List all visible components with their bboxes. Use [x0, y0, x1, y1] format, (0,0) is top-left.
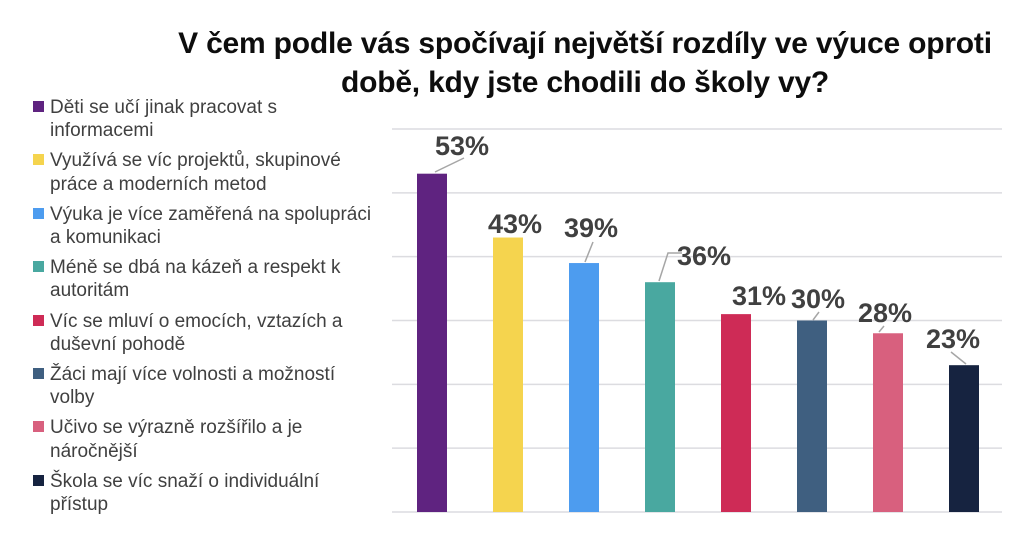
legend-item-0: Děti se učí jinak pracovat s informacemi: [33, 96, 378, 142]
legend-item-label: Žáci mají více volnosti a možností volby: [50, 364, 336, 409]
legend-item-label: Učivo se výrazně rozšířilo a je náročněj…: [50, 417, 303, 462]
bar-data-label-1: 43%: [488, 209, 542, 239]
bar-0: [417, 173, 447, 512]
legend-marker-icon: [33, 154, 44, 166]
bar-data-label-4: 31%: [732, 281, 786, 311]
bar-2: [569, 263, 599, 512]
bar-1: [493, 237, 523, 512]
legend-marker-icon: [33, 314, 44, 326]
legend-marker-icon: [33, 101, 44, 112]
bar-data-label-3: 36%: [677, 241, 731, 271]
chart-title-line-1: V čem podle vás spočívají největší rozdí…: [178, 27, 992, 60]
legend-item-label: Výuka je více zaměřená na spolupráci a k…: [50, 203, 372, 249]
leader-line-2: [584, 241, 594, 263]
leader-line-7: [950, 351, 967, 365]
legend-item-4: Víc se mluví o emocích, vztazích a dušev…: [33, 310, 378, 356]
chart-legend: Děti se učí jinak pracovat s informacemi…: [33, 96, 378, 523]
bar-chart: 53% 43% 39% 36%31% 30% 28% 23%: [392, 128, 1002, 513]
legend-item-label: Méně se dbá na kázeň a respekt k autorit…: [50, 257, 341, 302]
legend-item-label: Víc se mluví o emocích, vztazích a dušev…: [50, 310, 343, 355]
legend-marker-icon: [33, 421, 44, 433]
bar-data-label-7: 23%: [926, 324, 980, 354]
chart-title-line-2: době, kdy jste chodili do školy vy?: [340, 66, 830, 99]
leader-line-0: [434, 157, 465, 173]
legend-marker-icon: [33, 474, 44, 486]
bar-5: [797, 320, 827, 512]
legend-marker-icon: [33, 261, 44, 273]
chart-title: V čem podle vás spočívají největší rozdí…: [150, 24, 1020, 102]
legend-item-label: Škola se víc snaží o individuální přístu…: [50, 470, 320, 516]
legend-item-6: Učivo se výrazně rozšířilo a je náročněj…: [33, 416, 378, 462]
bar-7: [949, 365, 979, 512]
bar-data-label-6: 28%: [858, 298, 912, 328]
bar-data-label-5: 30%: [791, 284, 845, 314]
bar-4: [721, 314, 751, 512]
legend-item-1: Využívá se víc projektů, skupinové práce…: [33, 149, 378, 195]
legend-item-label: Děti se učí jinak pracovat s informacemi: [50, 97, 278, 142]
leader-line-3: [658, 252, 682, 282]
bar-data-label-2: 39%: [564, 213, 618, 243]
legend-item-2: Výuka je více zaměřená na spolupráci a k…: [33, 203, 378, 249]
legend-item-7: Škola se víc snaží o individuální přístu…: [33, 470, 378, 516]
bar-data-label-0: 53%: [435, 131, 489, 161]
legend-marker-icon: [33, 368, 44, 380]
bar-3: [645, 282, 675, 512]
leader-line-5: [812, 311, 820, 321]
leader-line-6: [878, 325, 885, 333]
legend-marker-icon: [33, 207, 44, 219]
legend-item-5: Žáci mají více volnosti a možností volby: [33, 363, 378, 409]
bar-6: [873, 333, 903, 512]
legend-item-3: Méně se dbá na kázeň a respekt k autorit…: [33, 256, 378, 302]
legend-item-label: Využívá se víc projektů, skupinové práce…: [50, 150, 341, 195]
